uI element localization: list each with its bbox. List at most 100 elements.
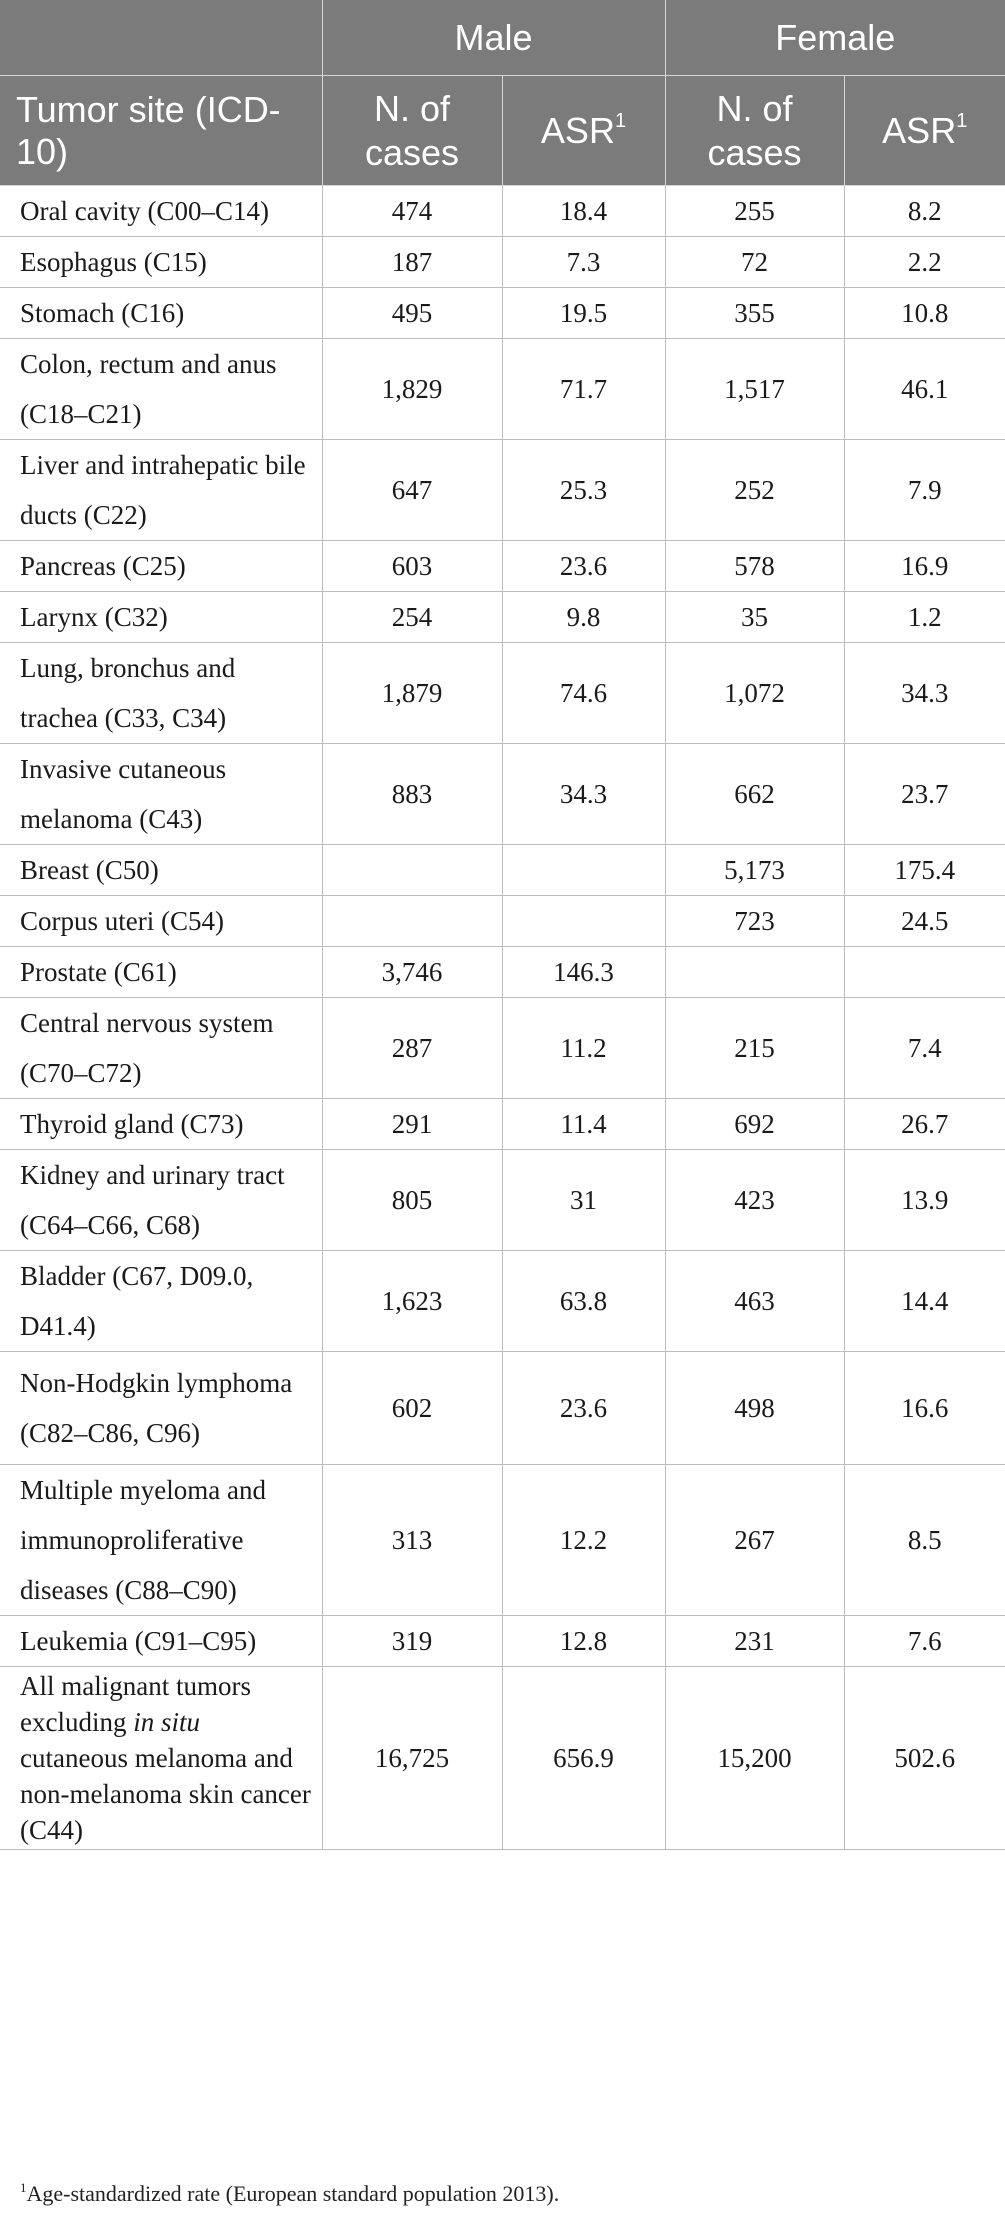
tumor-site-cell: Thyroid gland (C73) (0, 1098, 323, 1150)
tumor-site-cell: Multiple myeloma and immunoproliferative… (0, 1464, 323, 1616)
male-asr-cell: 71.7 (502, 338, 666, 440)
male-asr-header: ASR1 (502, 75, 666, 186)
male-asr-cell (502, 844, 666, 896)
female-cases-cell: 267 (665, 1464, 845, 1616)
male-cases-cell: 647 (322, 439, 503, 541)
female-asr-cell: 7.4 (844, 997, 1005, 1099)
female-asr-cell: 34.3 (844, 642, 1005, 744)
table-row: Larynx (C32) 254 9.8 35 1.2 (0, 591, 1005, 643)
male-asr-cell: 12.2 (502, 1464, 666, 1616)
table-row: All malignant tumors excluding in situ c… (0, 1666, 1005, 1850)
tumor-site-cell: Corpus uteri (C54) (0, 895, 323, 947)
female-asr-cell: 24.5 (844, 895, 1005, 947)
female-cases-cell: 1,072 (665, 642, 845, 744)
male-cases-cell: 16,725 (322, 1666, 503, 1850)
male-cases-cell: 319 (322, 1615, 503, 1667)
table-row: Multiple myeloma and immunoproliferative… (0, 1464, 1005, 1616)
female-cases-cell: 255 (665, 185, 845, 237)
female-asr-cell: 8.2 (844, 185, 1005, 237)
female-asr-cell: 46.1 (844, 338, 1005, 440)
male-cases-cell: 254 (322, 591, 503, 643)
female-cases-cell: 5,173 (665, 844, 845, 896)
female-asr-cell: 8.5 (844, 1464, 1005, 1616)
table-row: Non-Hodgkin lymphoma (C82–C86, C96) 602 23… (0, 1351, 1005, 1465)
table-row: Stomach (C16) 495 19.5 355 10.8 (0, 287, 1005, 339)
female_asr-label: ASR (882, 109, 957, 151)
female-cases-cell: 723 (665, 895, 845, 947)
tumor-site-cell: Breast (C50) (0, 844, 323, 896)
tumor-site-cell: Invasive cutaneous melanoma (C43) (0, 743, 323, 845)
male-cases-cell: 603 (322, 540, 503, 592)
table-row: Thyroid gland (C73) 291 11.4 692 26.7 (0, 1098, 1005, 1150)
male-cases-cell: 1,829 (322, 338, 503, 440)
male-cases-cell: 187 (322, 236, 503, 288)
female-cases-cell: 35 (665, 591, 845, 643)
column-header-row: Tumor site (ICD-10) N. of cases ASR1 N. … (0, 75, 1005, 186)
male-asr-cell: 19.5 (502, 287, 666, 339)
tumor-site-cell: Liver and intrahepatic bile ducts (C22) (0, 439, 323, 541)
male-asr-cell: 7.3 (502, 236, 666, 288)
table-row: Prostate (C61) 3,746 146.3 (0, 946, 1005, 998)
female-cases-cell: 15,200 (665, 1666, 845, 1850)
tumor-site-cell: Stomach (C16) (0, 287, 323, 339)
tumor-site-cell: All malignant tumors excluding in situ c… (0, 1666, 323, 1850)
male-asr-cell (502, 895, 666, 947)
female-cases-cell: 692 (665, 1098, 845, 1150)
group-header-row: Male Female (0, 0, 1005, 76)
male-asr-cell: 12.8 (502, 1615, 666, 1667)
tumor-site-cell: Oral cavity (C00–C14) (0, 185, 323, 237)
female-cases-cell: 578 (665, 540, 845, 592)
male-cases-cell: 495 (322, 287, 503, 339)
tumor-site-cell: Larynx (C32) (0, 591, 323, 643)
male-asr-cell: 9.8 (502, 591, 666, 643)
male-cases-cell: 291 (322, 1098, 503, 1150)
site-text-part: All malignant tumors excluding (20, 1671, 251, 1737)
male-cases-cell (322, 895, 503, 947)
tumor-site-cell: Esophagus (C15) (0, 236, 323, 288)
cancer-incidence-table-container: Male Female Tumor site (ICD-10) N. of ca… (0, 0, 1005, 1850)
female-asr-cell: 13.9 (844, 1149, 1005, 1251)
male-asr-cell: 31 (502, 1149, 666, 1251)
footnote: 1Age-standardized rate (European standar… (20, 2180, 559, 2207)
female-group-header: Female (665, 0, 1005, 76)
cancer-incidence-table: Male Female Tumor site (ICD-10) N. of ca… (0, 0, 1005, 1850)
male-asr-cell: 146.3 (502, 946, 666, 998)
tumor-site-header: Tumor site (ICD-10) (0, 75, 323, 186)
female-cases-cell: 662 (665, 743, 845, 845)
male-cases-cell: 3,746 (322, 946, 503, 998)
female-cases-cell: 463 (665, 1250, 845, 1352)
male-group-header: Male (322, 0, 666, 76)
tumor-site-cell: Bladder (C67, D09.0, D41.4) (0, 1250, 323, 1352)
table-row: Lung, bronchus and trachea (C33, C34) 1,8… (0, 642, 1005, 744)
male-cases-cell: 313 (322, 1464, 503, 1616)
female-asr-cell: 10.8 (844, 287, 1005, 339)
male-cases-cell: 805 (322, 1149, 503, 1251)
male_asr-footnote-marker: 1 (614, 109, 627, 132)
male_asr-label: ASR (540, 109, 615, 151)
table-row: Liver and intrahepatic bile ducts (C22) 6… (0, 439, 1005, 541)
female-cases-cell (665, 946, 845, 998)
tumor-site-cell: Colon, rectum and anus (C18–C21) (0, 338, 323, 440)
male-cases-cell: 602 (322, 1351, 503, 1465)
male-asr-cell: 11.2 (502, 997, 666, 1099)
male-cases-cell: 1,879 (322, 642, 503, 744)
tumor-site-cell: Central nervous system (C70–C72) (0, 997, 323, 1099)
empty-corner-cell (0, 0, 323, 76)
female-cases-cell: 355 (665, 287, 845, 339)
female-asr-cell: 502.6 (844, 1666, 1005, 1850)
female-cases-cell: 252 (665, 439, 845, 541)
tumor-site-cell: Non-Hodgkin lymphoma (C82–C86, C96) (0, 1351, 323, 1465)
female-asr-cell: 7.6 (844, 1615, 1005, 1667)
female-asr-cell: 23.7 (844, 743, 1005, 845)
female-cases-cell: 231 (665, 1615, 845, 1667)
male-asr-cell: 23.6 (502, 1351, 666, 1465)
table-row: Pancreas (C25) 603 23.6 578 16.9 (0, 540, 1005, 592)
female-cases-cell: 72 (665, 236, 845, 288)
male-asr-cell: 63.8 (502, 1250, 666, 1352)
female-asr-cell: 2.2 (844, 236, 1005, 288)
table-row: Leukemia (C91–C95) 319 12.8 231 7.6 (0, 1615, 1005, 1667)
male-asr-cell: 74.6 (502, 642, 666, 744)
male-asr-cell: 25.3 (502, 439, 666, 541)
table-header: Male Female Tumor site (ICD-10) N. of ca… (0, 0, 1005, 186)
female-cases-cell: 1,517 (665, 338, 845, 440)
